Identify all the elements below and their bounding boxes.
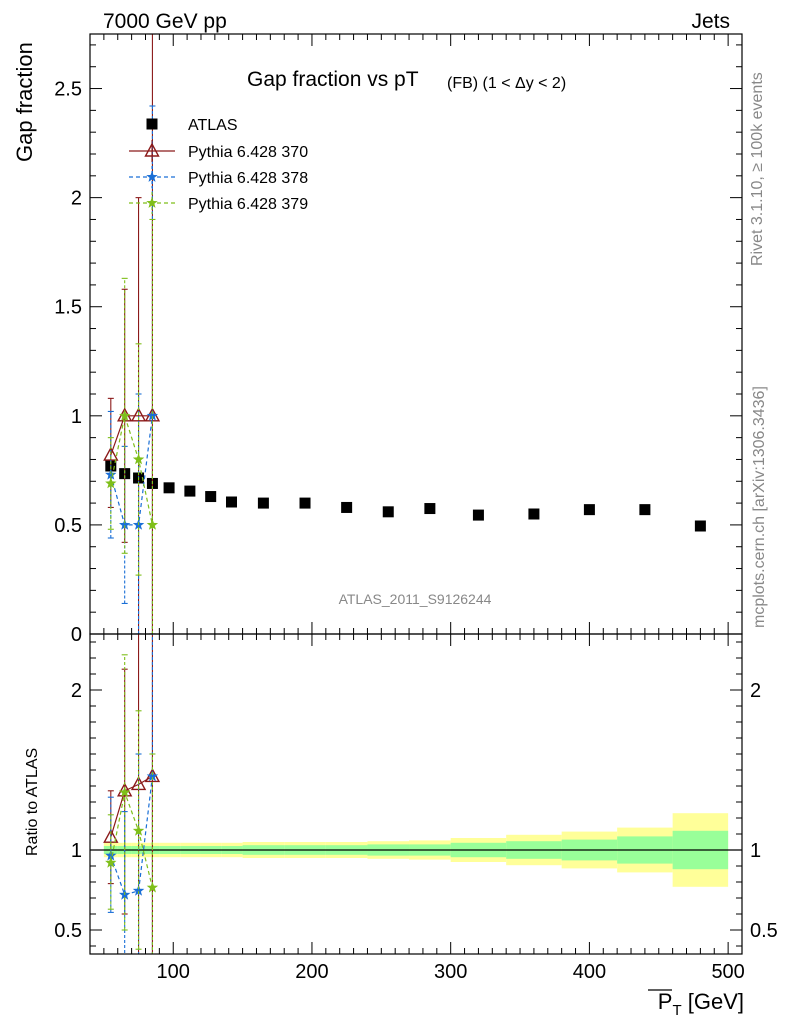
- ratio-plot-frame: [89, 633, 743, 955]
- ratio-series-2-marker: [132, 824, 145, 836]
- header-left: 7000 GeV pp: [103, 10, 227, 33]
- top-series-1-line: [110, 415, 153, 456]
- legend-label: Pythia 6.428 379: [188, 196, 308, 213]
- legend-label: ATLAS: [188, 117, 238, 134]
- top-series-0-marker: [205, 491, 217, 503]
- ratio-y-tick-label: 1: [71, 840, 82, 862]
- legend-marker: [146, 118, 158, 130]
- ratio-series-2-marker: [146, 881, 159, 893]
- top-series-3-marker: [119, 409, 131, 421]
- y-axis-label-ratio: Ratio to ATLAS: [24, 748, 41, 856]
- top-series-0-marker: [694, 520, 706, 532]
- y-axis-label-top: Gap fraction: [12, 42, 37, 162]
- top-series-0-marker: [163, 482, 175, 494]
- main-plot-panel: 0 0.5 1 1.5 2 2.5 Gap fraction vs pT (FB) (1 …: [12, 33, 743, 646]
- ratio-y-tick-label: 0.5: [54, 920, 82, 942]
- top-series-0-marker: [424, 503, 436, 515]
- plot-title: Gap fraction vs pT: [247, 68, 419, 91]
- legend-marker: [146, 171, 158, 182]
- top-series-0-marker: [382, 506, 394, 518]
- top-series-2-line: [110, 415, 153, 526]
- ratio-y-tick-label-right: 2: [750, 680, 761, 702]
- x-axis-label-unit: [GeV]: [682, 989, 744, 1014]
- ratio-series-0-line: [110, 775, 153, 838]
- plot-title-sub: (FB) (1 < Δy < 2): [447, 75, 566, 92]
- ratio-series-0-marker: [117, 782, 133, 797]
- top-series-1-marker: [130, 407, 147, 422]
- x-axis-label-sub: T: [672, 1002, 681, 1019]
- header-right: Jets: [691, 10, 730, 33]
- legend-marker: [146, 197, 158, 208]
- top-series-0-marker: [299, 497, 311, 509]
- top-series-0-marker: [583, 504, 595, 516]
- top-series-3-marker: [105, 477, 117, 489]
- ratio-series-2-line: [110, 790, 153, 888]
- y-tick-label: 0.5: [54, 515, 82, 537]
- top-series-0-marker: [341, 501, 353, 513]
- ratio-plot-panel: 0.5 0.5 1 1 2 2 100 200 300 400 500 Ratio to ATLAS…: [24, 633, 778, 1019]
- top-series-0-marker: [257, 497, 269, 509]
- side-label-bottom: mcplots.cern.ch [arXiv:1306.3436]: [751, 386, 768, 628]
- legend-entry: Pythia 6.428 378: [129, 166, 308, 188]
- top-series-3-line: [110, 413, 153, 526]
- x-tick-label: 400: [573, 961, 606, 983]
- x-tick-label: 500: [711, 961, 744, 983]
- top-series-0-marker: [184, 485, 196, 497]
- ratio-series-1-marker: [146, 770, 159, 782]
- ratio-y-tick-label-right: 0.5: [750, 920, 778, 942]
- ratio-series-1-line: [110, 776, 153, 896]
- y-tick-label: 2: [71, 188, 82, 210]
- x-tick-label: 300: [434, 961, 467, 983]
- y-tick-label: 1.5: [54, 297, 82, 319]
- x-axis-label-var: P: [658, 989, 673, 1014]
- legend-entry: ATLAS: [146, 117, 238, 134]
- top-series-0-marker: [225, 496, 237, 508]
- top-series-3-marker: [146, 518, 159, 530]
- top-series-3-marker: [132, 453, 145, 465]
- top-series-2-marker: [146, 409, 159, 421]
- y-tick-label: 1: [71, 406, 82, 428]
- ratio-series-2-marker: [119, 786, 131, 798]
- top-series-0-marker: [472, 509, 484, 521]
- legend-entry: Pythia 6.428 379: [129, 192, 308, 214]
- ratio-y-tick-label-right: 1: [750, 840, 761, 862]
- ratio-series-2-marker: [105, 856, 117, 868]
- top-series-2-marker: [119, 518, 131, 530]
- legend-marker: [144, 142, 160, 157]
- legend: ATLAS Pythia 6.428 370 Pythia 6.428 378 Pyt…: [129, 117, 308, 214]
- y-tick-label: 2.5: [54, 79, 82, 101]
- x-axis-label: PT [GeV]: [658, 989, 744, 1019]
- top-series-0-marker: [528, 508, 540, 520]
- legend-label: Pythia 6.428 378: [188, 170, 308, 187]
- ratio-y-tick-label: 2: [71, 680, 82, 702]
- x-tick-label: 100: [157, 961, 190, 983]
- top-series-0-marker: [639, 504, 651, 516]
- analysis-watermark: ATLAS_2011_S9126244: [339, 591, 492, 607]
- legend-entry: Pythia 6.428 370: [129, 140, 308, 162]
- ratio-series-1-marker: [105, 849, 117, 861]
- ratio-series-1-marker: [132, 884, 145, 896]
- legend-label: Pythia 6.428 370: [188, 144, 308, 161]
- side-label-top: Rivet 3.1.10, ≥ 100k events: [749, 72, 766, 266]
- y-tick-label: 0: [71, 624, 82, 646]
- x-tick-label: 200: [295, 961, 328, 983]
